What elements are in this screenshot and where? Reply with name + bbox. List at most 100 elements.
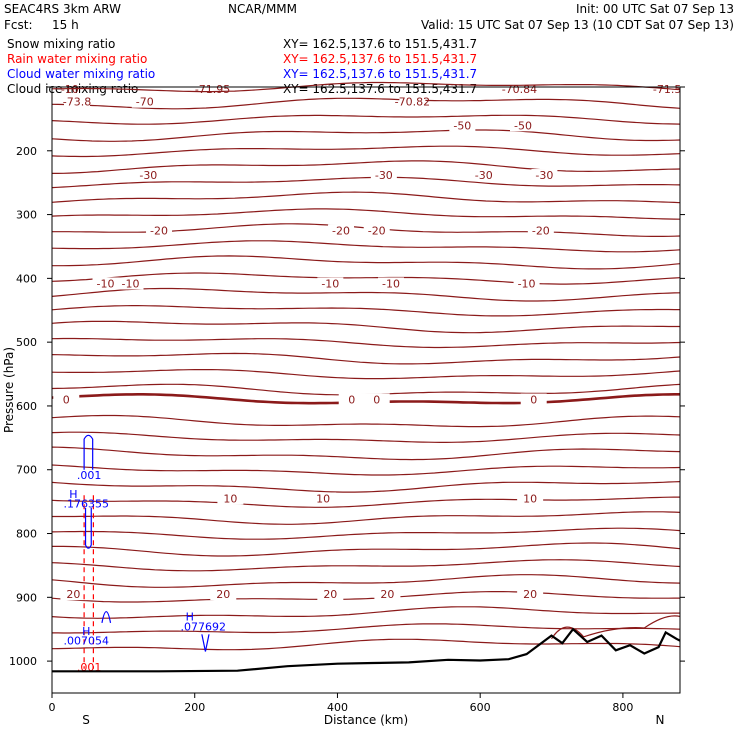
isotherm-line [52, 160, 681, 174]
isotherm-label: 20 [523, 588, 537, 601]
isotherm-label: 10 [316, 492, 330, 505]
isotherm-label-bg [131, 95, 158, 108]
terrain-line [52, 627, 681, 673]
isotherm-label: -30 [375, 169, 393, 182]
x-axis-label: Distance (km) [324, 713, 408, 727]
isotherm-label-bg [520, 393, 547, 406]
isotherm-label: -50 [453, 119, 471, 132]
isotherm-label-bg [135, 169, 162, 182]
y-tick-label: 200 [16, 145, 37, 158]
isotherm-line [51, 145, 681, 158]
near-surface-contour [551, 615, 681, 640]
isotherm-line [51, 591, 680, 603]
y-tick-label: 600 [16, 400, 37, 413]
isotherm-line [51, 414, 681, 428]
cloud-annotation: .007054 [64, 635, 110, 648]
valid-time: Valid: 15 UTC Sat 07 Sep 13 (10 CDT Sat … [421, 18, 734, 32]
isotherm-label: 20 [216, 588, 230, 601]
x-tick-label: 800 [612, 701, 633, 714]
isotherm-line [51, 191, 681, 204]
fcst-label: Fcst: [4, 18, 33, 32]
isotherm-label-bg [92, 277, 119, 290]
isotherm-label-bg [399, 95, 426, 108]
y-tick-label: 500 [16, 336, 37, 349]
model-title: SEAC4RS 3km ARW [4, 2, 121, 16]
cloud-water-contour [83, 434, 94, 470]
x-tick-label: 400 [327, 701, 348, 714]
isotherm-label-bg [513, 277, 540, 290]
isotherm-label: -10 [382, 277, 400, 290]
y-tick-label: 700 [16, 464, 37, 477]
isotherm-line [52, 542, 681, 557]
isotherm-line [51, 320, 680, 334]
isotherm-label: -73.8 [63, 96, 91, 109]
isotherm-label: 10 [223, 492, 237, 505]
isotherm-line [51, 240, 681, 253]
isotherm-line [51, 114, 681, 125]
isotherm-label-partial: -10 [61, 83, 79, 96]
isotherm-line [51, 431, 681, 443]
y-tick-label: 1000 [9, 655, 37, 668]
legend-entry-xy: XY= 162.5,137.6 to 151.5,431.7 [283, 67, 477, 81]
cloud-water-contour [84, 508, 92, 549]
isotherm-label-bg [210, 588, 237, 601]
isotherm-label: -50 [514, 119, 532, 132]
cloud-water-contour [201, 634, 210, 652]
isotherm-line [51, 352, 681, 365]
x-tick-label: 0 [49, 701, 56, 714]
isotherm-label-partial: -71.5 [653, 83, 681, 96]
isotherm-label-partial: -71.95 [195, 83, 230, 96]
isotherm-line [51, 559, 681, 572]
legend-entry-name: Cloud water mixing ratio [7, 67, 155, 81]
isotherm-line [51, 97, 681, 110]
cloud-annotation: .176355 [64, 498, 110, 511]
isotherm-label: -70 [136, 96, 154, 109]
isotherm-label: -10 [97, 277, 115, 290]
isotherm-contours [51, 81, 681, 651]
y-axis-label: Pressure (hPa) [2, 347, 16, 433]
isotherm-label: 20 [323, 588, 337, 601]
isotherm-label-bg [53, 393, 80, 406]
legend-entry-xy: XY= 162.5,137.6 to 151.5,431.7 [283, 82, 477, 96]
isotherm-line [51, 638, 681, 651]
org-label: NCAR/MMM [228, 2, 297, 16]
terrain [52, 627, 681, 673]
isotherm-label: 0 [348, 394, 355, 407]
y-tick-label: 300 [16, 209, 37, 222]
x-tick-label: 600 [470, 701, 491, 714]
plot-frame [51, 86, 681, 694]
x-axis: 0 200 400 600 800 S N [49, 693, 665, 727]
isotherm-label: -10 [321, 277, 339, 290]
isotherm-line [51, 464, 681, 476]
isotherm-line [51, 574, 681, 588]
cloud-annotation: H [69, 488, 77, 501]
isotherm-line [51, 369, 681, 380]
cloud-water-contour [101, 611, 112, 623]
isotherm-label-bg [449, 119, 476, 132]
isotherm-line [52, 511, 681, 525]
isotherm-label-bg [470, 169, 497, 182]
isotherm-line [51, 81, 681, 93]
isotherm-line [51, 446, 681, 461]
isotherm-label: 10 [523, 492, 537, 505]
cloud-annotation: H [82, 625, 90, 638]
isotherm-label: 20 [66, 588, 80, 601]
x-end-label-north: N [656, 713, 665, 727]
isotherm-label-bg [317, 588, 344, 601]
isotherm-label: -30 [535, 169, 553, 182]
isotherm-labels: -73.8 -70 -70.82 -50 -50 -30 -30 -30 -30 -20 -20 -2… [53, 83, 681, 601]
isotherm-line [51, 527, 681, 540]
isotherm-label: 20 [380, 588, 394, 601]
isotherm-line [51, 272, 681, 285]
isotherm-line [51, 337, 681, 349]
isotherm-label-bg [377, 277, 404, 290]
legend-entry-xy: XY= 162.5,137.6 to 151.5,431.7 [283, 52, 477, 66]
isotherm-label: -30 [139, 169, 157, 182]
isotherm-label: -10 [518, 277, 536, 290]
isotherm-line [51, 129, 681, 142]
x-tick-label: 200 [184, 701, 205, 714]
isotherm-label-bg [217, 492, 244, 505]
init-time: Init: 00 UTC Sat 07 Sep 13 [576, 2, 734, 16]
